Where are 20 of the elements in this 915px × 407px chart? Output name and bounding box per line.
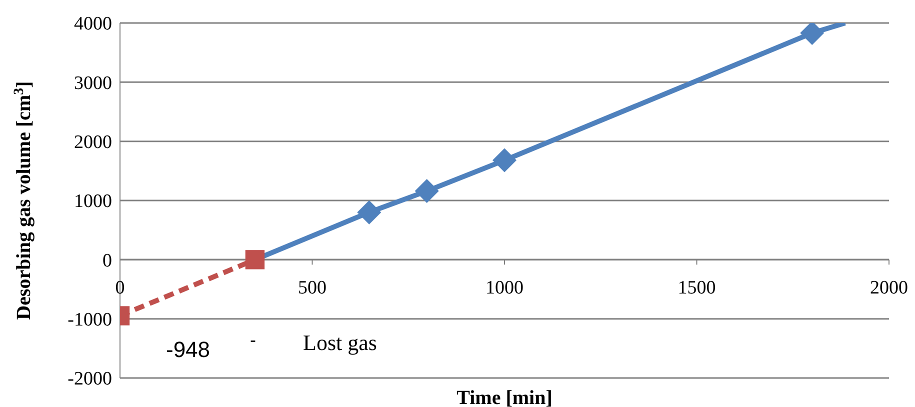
x-tick-label: 500 bbox=[298, 278, 326, 299]
point bbox=[414, 179, 439, 204]
annotation: Lost gas bbox=[303, 330, 377, 356]
y-tick-label: 1000 bbox=[74, 191, 112, 212]
y-tick-label: 0 bbox=[102, 250, 112, 272]
y-tick-label: 2000 bbox=[74, 132, 112, 154]
point bbox=[357, 200, 382, 224]
point bbox=[800, 23, 824, 46]
point bbox=[492, 148, 516, 172]
y-tick-label: 3000 bbox=[74, 72, 112, 94]
y-tick-label: -1000 bbox=[68, 310, 112, 331]
y-tick-label: 4000 bbox=[74, 14, 112, 35]
annotation: -948 bbox=[166, 337, 210, 363]
x-tick-label: 2000 bbox=[870, 278, 908, 299]
y-tick-label: -2000 bbox=[68, 368, 112, 390]
annotation: - bbox=[250, 330, 256, 351]
x-tick-label: 0 bbox=[115, 278, 125, 299]
x-tick-label: 1500 bbox=[678, 278, 716, 299]
x-tick-label: 1000 bbox=[486, 278, 524, 299]
x-axis-title: Time [min] bbox=[456, 387, 552, 407]
